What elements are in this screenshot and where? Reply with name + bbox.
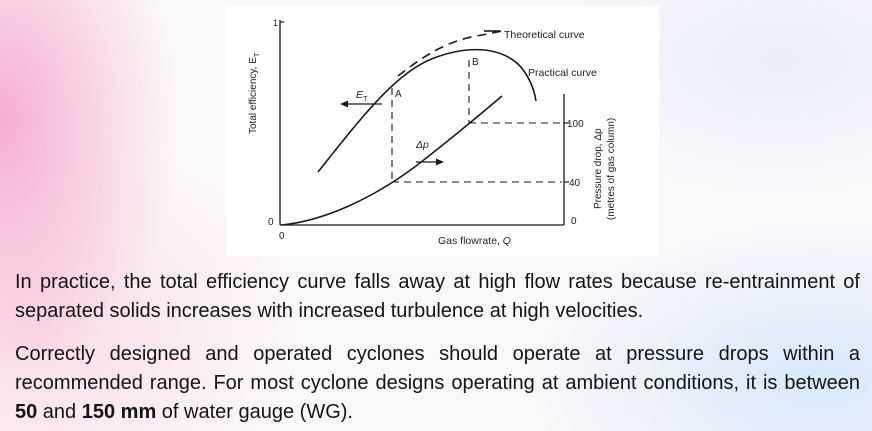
left-tick-label-top: 1 xyxy=(273,18,278,28)
x-tick-label-origin: 0 xyxy=(279,231,285,242)
y-axis-title-sub: T xyxy=(252,52,261,57)
left-tick-label-bottom: 0 xyxy=(268,217,274,228)
right-axis-title-line1: Pressure drop, Δp xyxy=(593,128,604,209)
point-a-label: A xyxy=(395,89,402,100)
x-axis-title-main: Gas flowrate, xyxy=(438,235,503,247)
x-axis-title: Gas flowrate, Q xyxy=(438,235,511,247)
delta-p-symbol: Δp xyxy=(415,139,429,151)
practical-efficiency-curve xyxy=(317,48,537,173)
efficiency-symbol-sub: T xyxy=(363,94,368,103)
paragraph2-bold-150mm: 150 mm xyxy=(81,401,157,423)
paragraph2-text-after: of water gauge (WG). xyxy=(156,401,353,423)
paragraph2-bold-50: 50 xyxy=(15,401,38,423)
right-tick-label-0: 0 xyxy=(571,216,577,227)
paragraph2-text-before: Correctly designed and operated cyclones… xyxy=(15,343,860,394)
point-b-label: B xyxy=(472,57,479,68)
theoretical-curve-label: Theoretical curve xyxy=(504,29,585,41)
theoretical-efficiency-curve xyxy=(397,30,503,77)
paragraph-pressure-range: Correctly designed and operated cyclones… xyxy=(15,340,860,427)
pressure-arrowhead xyxy=(436,158,444,166)
y-axis-title-main: Total efficiency, E xyxy=(248,57,259,134)
cyclone-efficiency-figure: 1 0 0 100 40 0 Theoretical curve Practic… xyxy=(226,6,659,256)
practical-curve-label: Practical curve xyxy=(528,67,597,79)
efficiency-arrowhead xyxy=(340,100,348,108)
efficiency-symbol: ET xyxy=(356,89,368,103)
paragraph2-text-middle: and xyxy=(37,401,82,423)
right-tick-label-100: 100 xyxy=(567,119,584,130)
y-axis-title: Total efficiency, ET xyxy=(248,52,261,134)
paragraph-re-entrainment: In practice, the total efficiency curve … xyxy=(15,271,860,322)
right-axis-title-line2: (metres of gas column) xyxy=(606,118,617,220)
efficiency-symbol-main: E xyxy=(356,89,364,101)
x-axis-title-var: Q xyxy=(503,235,511,247)
right-tick-label-40: 40 xyxy=(569,178,581,189)
pressure-drop-curve xyxy=(280,95,503,226)
